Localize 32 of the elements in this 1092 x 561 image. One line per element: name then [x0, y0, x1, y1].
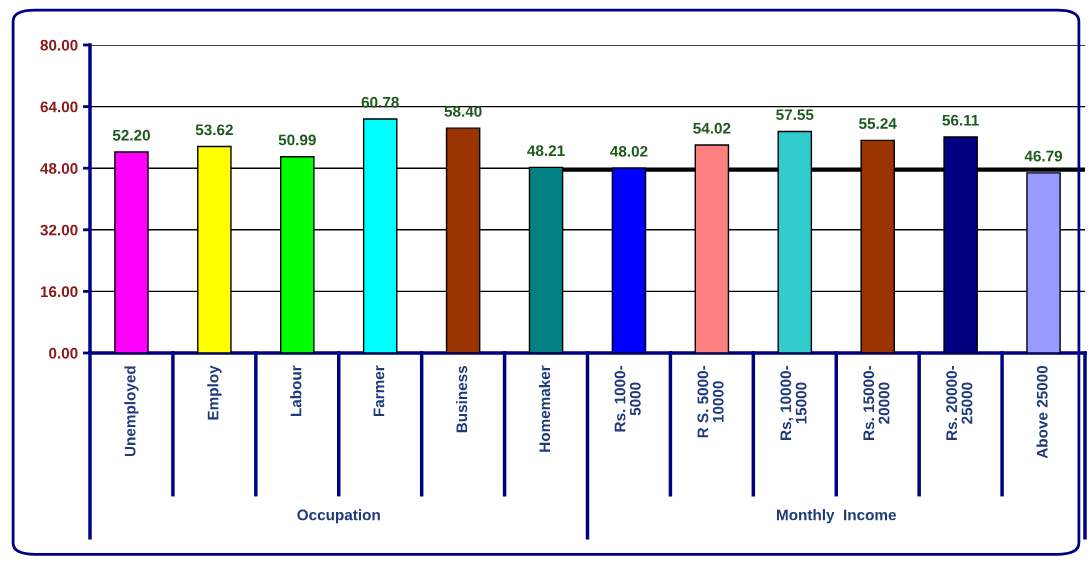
data-label: 48.02 — [610, 145, 648, 157]
x-tick-label: Rs, 10000- 15000 — [780, 365, 807, 440]
x-tick-label: Homemaker — [538, 365, 551, 452]
data-label: 46.79 — [1024, 150, 1063, 162]
data-label: 52.20 — [112, 129, 150, 141]
text: Monthly Income — [777, 509, 896, 524]
data-label: 55.24 — [859, 118, 897, 129]
data-label: 48.21 — [527, 145, 565, 157]
x-tick-label: Above 25000 — [1036, 365, 1048, 459]
y-tick-label: 0.00 — [49, 347, 78, 359]
data-label: 57.55 — [776, 109, 814, 121]
y-tick-label: 16.00 — [40, 286, 78, 298]
x-tick-label: Employ — [207, 365, 222, 420]
data-label: 60.78 — [361, 96, 399, 108]
x-tick-label: Labour — [290, 365, 302, 417]
data-label: 53.62 — [195, 124, 233, 136]
data-label: 54.02 — [693, 122, 731, 134]
x-tick-label: Rs. 20000- 25000 — [946, 365, 973, 440]
y-tick-label: 80.00 — [40, 39, 78, 51]
data-label: 58.40 — [444, 105, 482, 117]
data-label: 50.99 — [278, 134, 316, 146]
x-tick-label: R S. 5000- 10000 — [697, 365, 724, 438]
text: Occupation — [297, 509, 380, 524]
x-tick-label: Business — [456, 365, 468, 433]
x-tick-label: Unemployed — [124, 366, 139, 457]
data-label: 56.11 — [942, 114, 979, 126]
x-tick-label: Farmer — [373, 365, 385, 417]
y-tick-label: 64.00 — [40, 101, 78, 113]
y-tick-label: 48.00 — [40, 163, 78, 174]
y-tick-label: 32.00 — [40, 224, 78, 236]
x-tick-label: Rs. 15000- 20000 — [863, 365, 890, 440]
x-tick-label: Rs. 1000- 5000 — [614, 365, 641, 432]
